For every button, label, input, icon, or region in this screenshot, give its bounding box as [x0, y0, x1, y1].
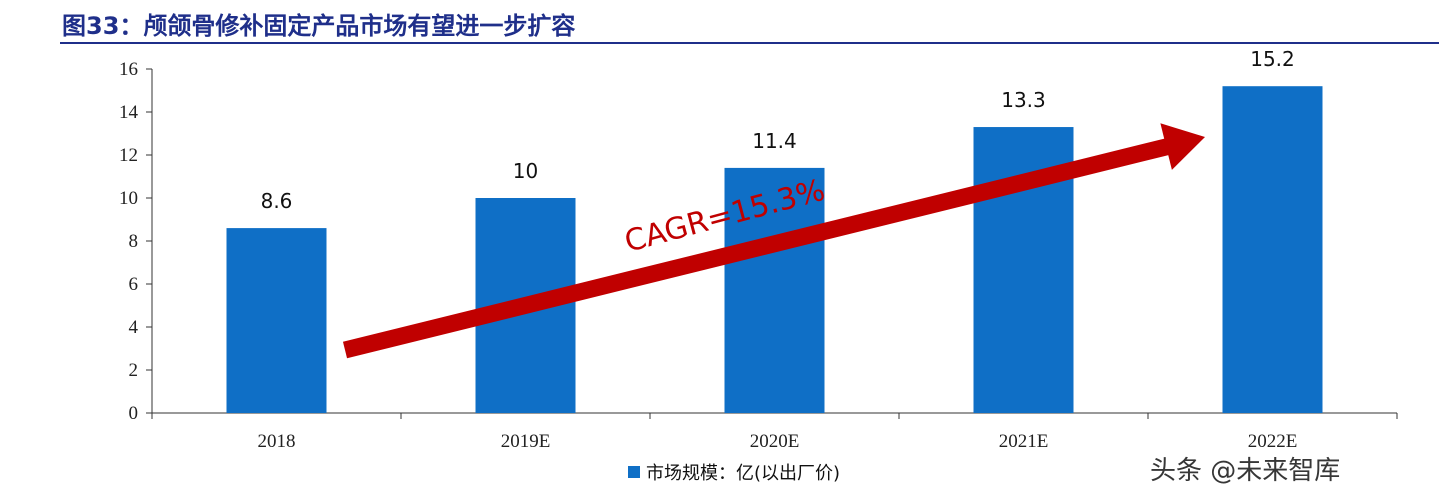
chart-legend: 市场规模：亿(以出厂价)	[628, 459, 840, 485]
watermark-text: 头条 @未来智库	[1150, 456, 1341, 486]
x-tick-label: 2022E	[1248, 431, 1298, 452]
data-label: 11.4	[752, 129, 797, 153]
y-tick-label: 0	[129, 403, 139, 424]
cagr-arrow-head	[1160, 123, 1205, 170]
y-tick-label: 16	[119, 59, 138, 80]
data-label: 8.6	[261, 189, 293, 213]
data-label: 13.3	[1001, 88, 1046, 112]
data-label: 10	[513, 159, 538, 183]
chart-axes: 0 2 4 6 8 10 12 14 16 2018 2019E 2020E 2021E 2022E	[119, 59, 1398, 452]
y-tick-label: 2	[129, 360, 139, 381]
data-label: 15.2	[1250, 47, 1295, 71]
bar	[724, 167, 825, 413]
x-tick-label: 2019E	[501, 431, 551, 452]
y-tick-label: 12	[119, 145, 138, 166]
bar	[1222, 86, 1323, 413]
chart-data-labels: 8.6 10 11.4 13.3 15.2	[261, 47, 1295, 213]
y-tick-label: 6	[129, 274, 139, 295]
y-tick-label: 10	[119, 188, 138, 209]
legend-swatch	[628, 466, 640, 478]
bar	[226, 228, 327, 413]
cagr-arrow-shaft	[342, 137, 1173, 359]
x-tick-label: 2021E	[999, 431, 1049, 452]
y-tick-label: 4	[129, 317, 139, 338]
figure-title: 图33：颅颌骨修补固定产品市场有望进一步扩容	[62, 12, 576, 40]
x-tick-label: 2020E	[750, 431, 800, 452]
title-rule	[60, 42, 1439, 44]
cagr-arrow	[342, 123, 1205, 359]
x-tick-label: 2018	[258, 431, 296, 452]
legend-label: 市场规模：亿(以出厂价)	[646, 463, 841, 484]
y-tick-label: 14	[119, 102, 139, 123]
chart-bars	[226, 86, 1323, 414]
y-tick-label: 8	[129, 231, 139, 252]
